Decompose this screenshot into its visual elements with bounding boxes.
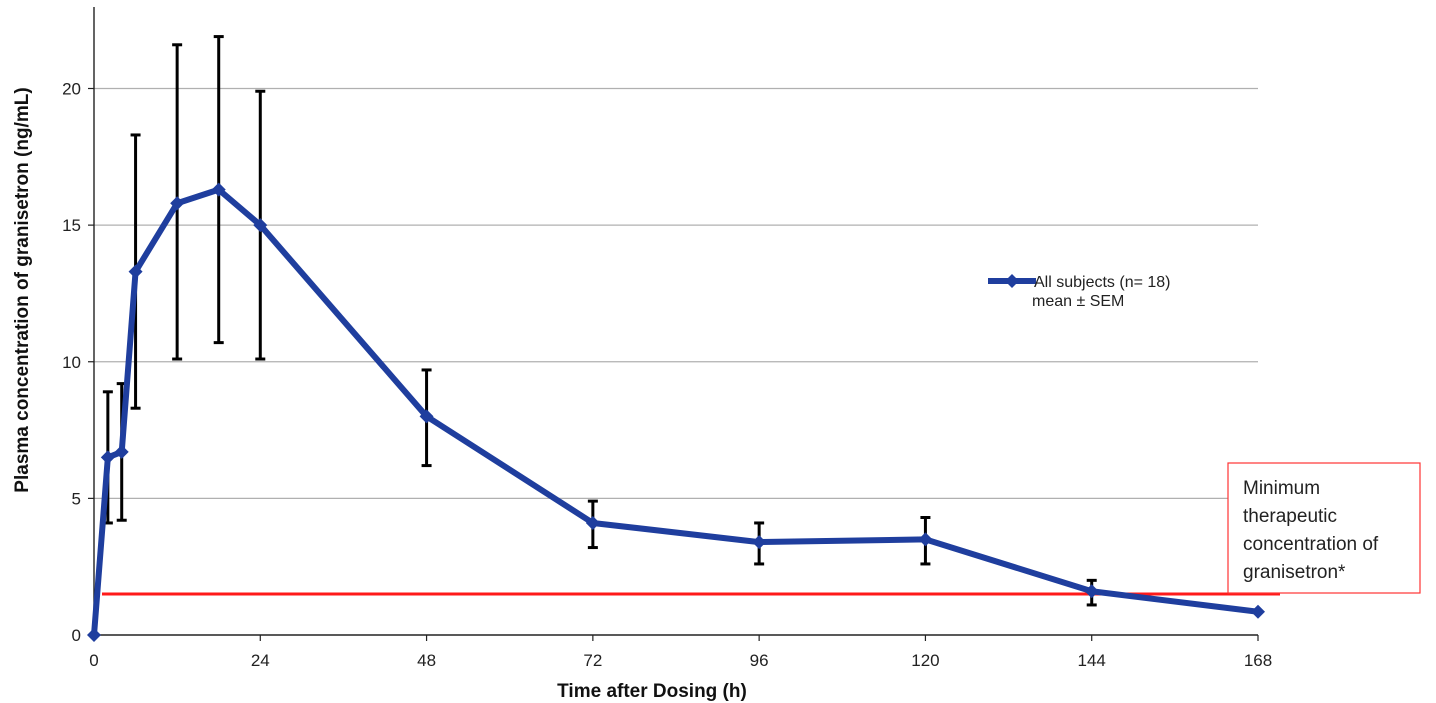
x-tick-label: 168 (1244, 651, 1272, 670)
therapeutic-annotation: Minimum therapeutic concentration of gra… (1227, 462, 1421, 594)
legend-sublabel: mean ± SEM (1032, 293, 1124, 310)
legend-swatch-marker (1005, 274, 1019, 288)
y-tick-label: 0 (72, 626, 81, 645)
data-point (419, 409, 434, 424)
series-line-group (87, 182, 1265, 642)
data-point (128, 264, 143, 279)
tick-labels: 0 5 10 15 20 0 24 48 72 96 120 144 168 (62, 80, 1272, 671)
y-tick-label: 5 (72, 489, 81, 508)
axes (88, 7, 1259, 641)
x-tick-label: 120 (911, 651, 939, 670)
data-point (585, 515, 600, 530)
x-tick-label: 72 (583, 651, 602, 670)
data-point (253, 218, 268, 233)
data-point (100, 450, 115, 465)
data-point (87, 628, 101, 642)
error-bars (102, 35, 1097, 607)
data-point (1084, 584, 1099, 599)
annotation-line-3: concentration of (1243, 534, 1379, 555)
x-axis-title: Time after Dosing (h) (557, 681, 747, 702)
annotation-line-2: therapeutic (1243, 506, 1337, 527)
data-point (752, 535, 767, 550)
legend-label: All subjects (n= 18) (1034, 274, 1171, 291)
annotation-line-1: Minimum (1243, 478, 1320, 499)
data-point (114, 444, 129, 459)
x-tick-label: 96 (750, 651, 769, 670)
annotation-box (1227, 462, 1421, 594)
y-tick-label: 20 (62, 80, 81, 99)
y-axis-title: Plasma concentration of granisetron (ng/… (12, 87, 33, 492)
gridlines (94, 87, 1258, 499)
data-point (170, 196, 185, 211)
data-point (1251, 604, 1265, 619)
x-tick-label: 24 (251, 651, 270, 670)
x-tick-label: 0 (89, 651, 98, 670)
x-tick-label: 144 (1078, 651, 1106, 670)
series-line (91, 186, 1261, 638)
data-point (211, 182, 226, 197)
y-tick-label: 10 (62, 353, 81, 372)
data-point (918, 532, 933, 547)
y-tick-label: 15 (62, 216, 81, 235)
x-tick-label: 48 (417, 651, 436, 670)
legend: All subjects (n= 18) mean ± SEM (988, 274, 1171, 310)
annotation-line-4: granisetron* (1243, 562, 1346, 583)
